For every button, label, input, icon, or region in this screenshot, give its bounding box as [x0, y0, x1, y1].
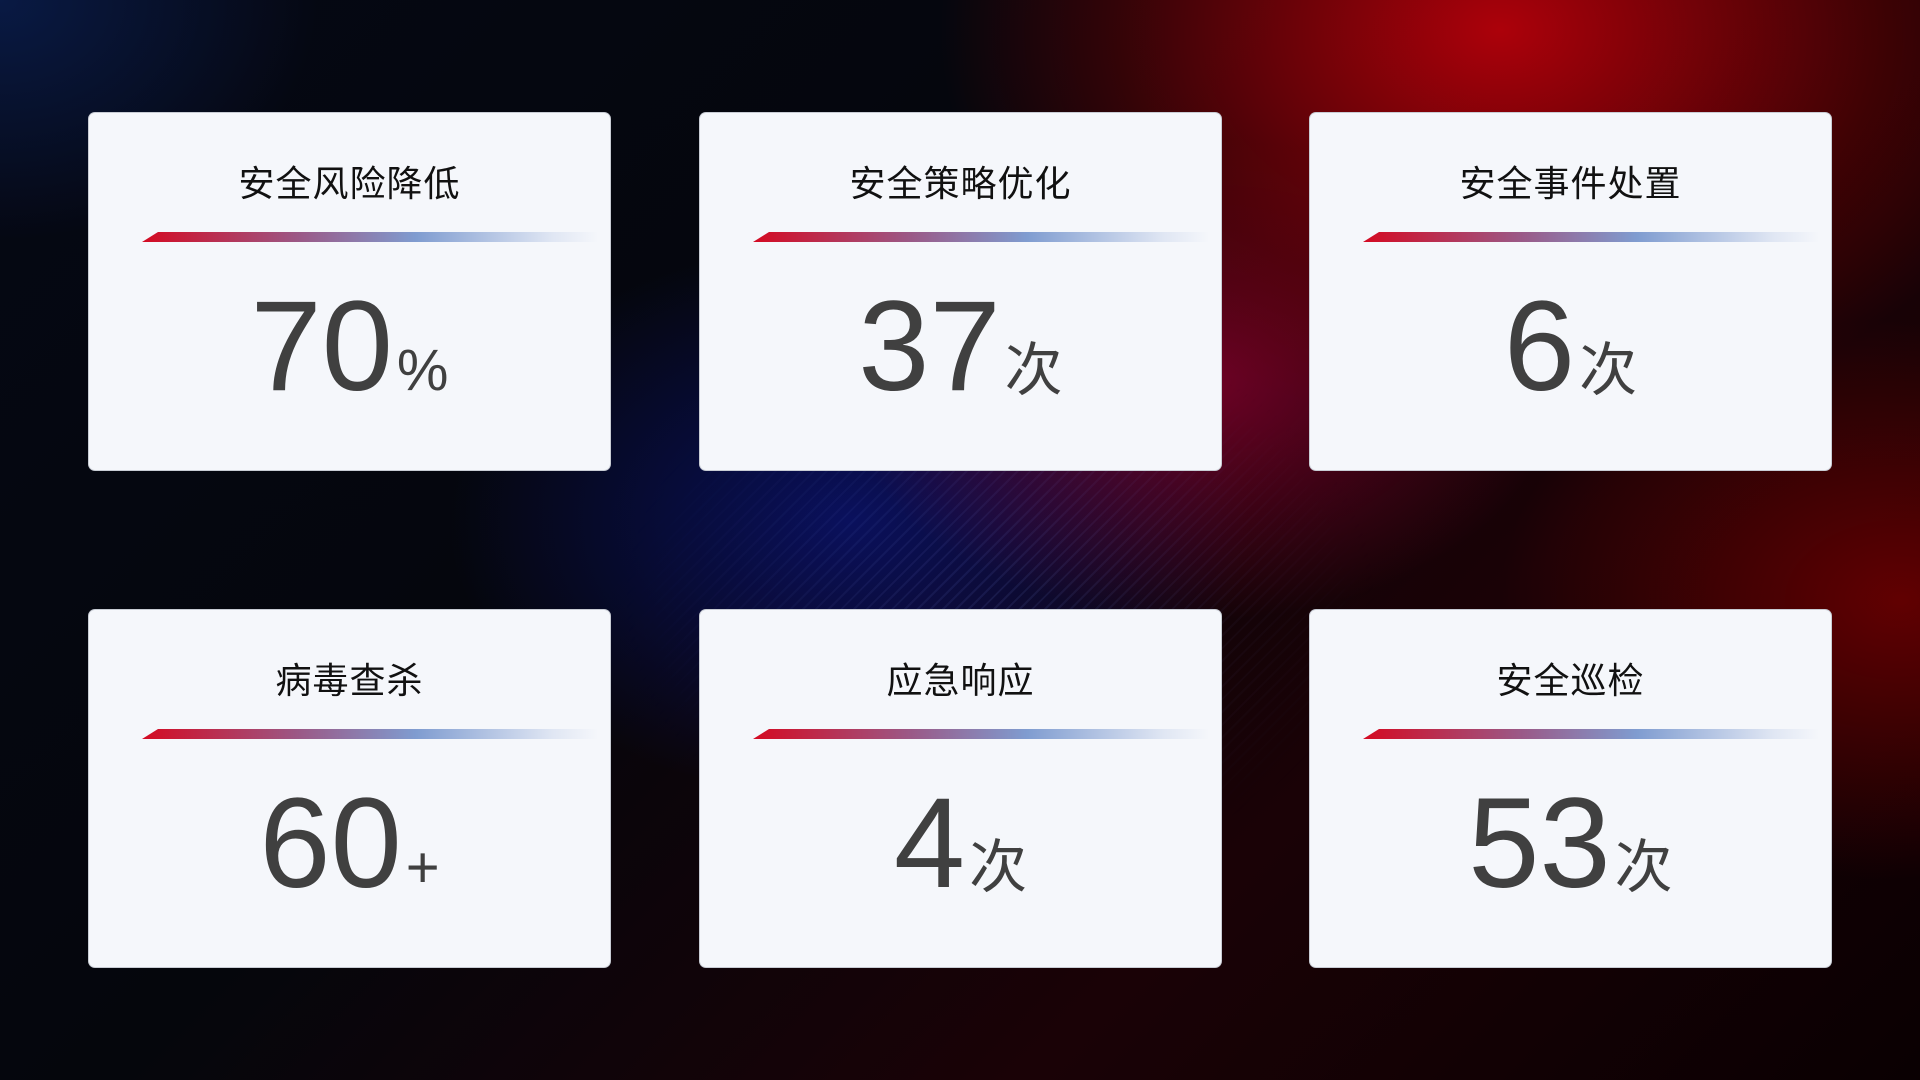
- value-number: 60: [259, 772, 402, 915]
- stat-card-emergency-response: 应急响应 4次: [700, 610, 1221, 967]
- card-value: 53次: [1310, 770, 1831, 917]
- value-number: 53: [1468, 772, 1611, 915]
- stat-card-risk-reduction: 安全风险降低 70%: [89, 113, 610, 470]
- value-unit: +: [405, 835, 440, 900]
- stat-card-incident-handling: 安全事件处置 6次: [1310, 113, 1831, 470]
- card-title: 安全风险降低: [238, 164, 461, 205]
- stat-card-security-inspection: 安全巡检 53次: [1310, 610, 1831, 967]
- gradient-divider: [753, 729, 1209, 739]
- card-title: 应急响应: [886, 661, 1035, 702]
- value-unit: 次: [969, 835, 1028, 900]
- card-title: 安全策略优化: [849, 164, 1072, 205]
- card-title: 病毒查杀: [275, 661, 424, 702]
- card-value: 6次: [1310, 273, 1831, 420]
- value-unit: 次: [1004, 338, 1063, 403]
- value-number: 37: [858, 275, 1001, 418]
- gradient-divider: [142, 232, 598, 242]
- value-unit: %: [396, 338, 449, 403]
- value-number: 70: [250, 275, 393, 418]
- value-number: 6: [1503, 275, 1576, 418]
- stat-card-policy-optimization: 安全策略优化 37次: [700, 113, 1221, 470]
- gradient-divider: [753, 232, 1209, 242]
- gradient-divider: [1363, 232, 1819, 242]
- gradient-divider: [142, 729, 598, 739]
- card-value: 37次: [700, 273, 1221, 420]
- stat-card-virus-removal: 病毒查杀 60+: [89, 610, 610, 967]
- gradient-divider: [1363, 729, 1819, 739]
- value-unit: 次: [1614, 835, 1673, 900]
- value-number: 4: [893, 772, 966, 915]
- card-title: 安全巡检: [1496, 661, 1645, 702]
- card-value: 70%: [89, 273, 610, 420]
- value-unit: 次: [1579, 338, 1638, 403]
- card-value: 60+: [89, 770, 610, 917]
- card-value: 4次: [700, 770, 1221, 917]
- card-title: 安全事件处置: [1459, 164, 1682, 205]
